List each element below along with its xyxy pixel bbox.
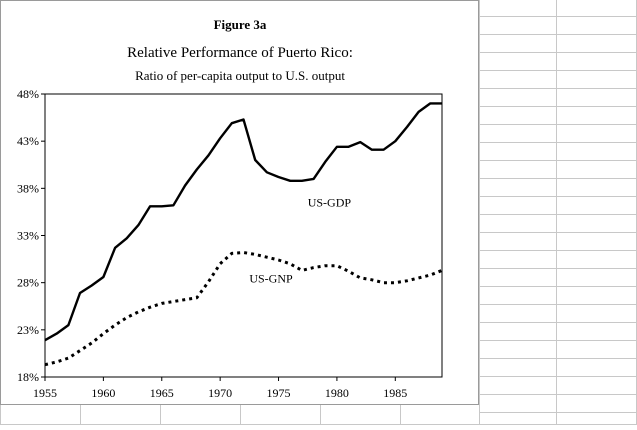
y-tick-label: 28% xyxy=(17,276,39,290)
x-axis: 1955 1960 1965 1970 1975 1980 1985 xyxy=(33,377,407,400)
y-tick-label: 38% xyxy=(17,181,39,195)
x-tick-label: 1955 xyxy=(33,386,57,400)
line-chart: Figure 3a Relative Performance of Puerto… xyxy=(1,1,478,404)
y-tick-label: 48% xyxy=(17,87,39,101)
chart-title: Relative Performance of Puerto Rico: xyxy=(127,45,353,61)
y-tick-label: 33% xyxy=(17,229,39,243)
x-tick-label: 1980 xyxy=(325,386,349,400)
x-tick-label: 1960 xyxy=(91,386,115,400)
y-axis: 18% 23% 28% 33% 38% 43% 48% xyxy=(17,87,45,384)
y-tick-label: 43% xyxy=(17,134,39,148)
plot-area xyxy=(45,94,442,377)
y-tick-label: 23% xyxy=(17,323,39,337)
x-tick-label: 1985 xyxy=(383,386,407,400)
y-tick-label: 18% xyxy=(17,370,39,384)
chart-area[interactable]: Figure 3a Relative Performance of Puerto… xyxy=(0,0,479,405)
series-label-us-gnp: US-GNP xyxy=(249,272,293,286)
figure-label: Figure 3a xyxy=(214,17,267,32)
series-label-us-gdp: US-GDP xyxy=(308,195,352,209)
x-tick-label: 1965 xyxy=(150,386,174,400)
x-tick-label: 1975 xyxy=(267,386,291,400)
chart-subtitle: Ratio of per-capita output to U.S. outpu… xyxy=(135,68,345,83)
x-tick-label: 1970 xyxy=(208,386,232,400)
